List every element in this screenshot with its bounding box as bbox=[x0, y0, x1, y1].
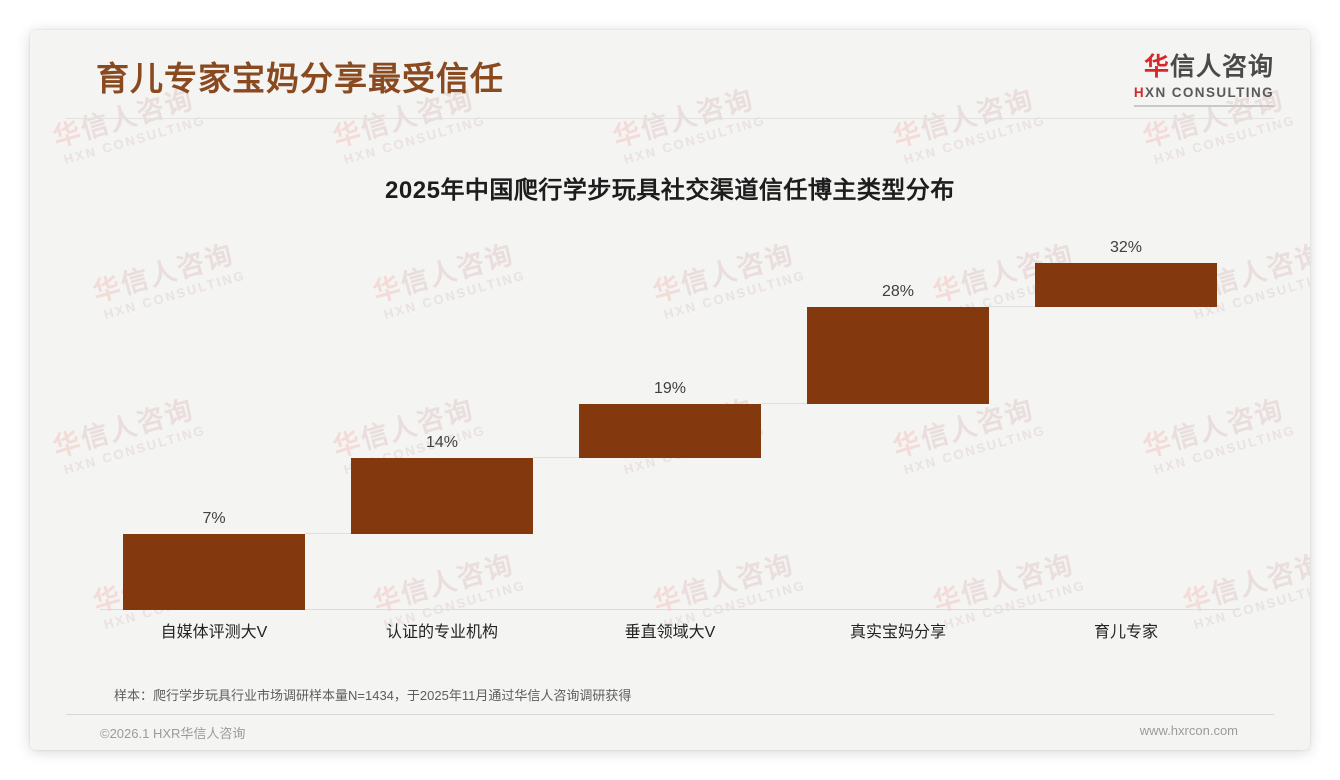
slide-header: 育儿专家宝妈分享最受信任 华信人咨询 HXN CONSULTING bbox=[30, 30, 1310, 120]
waterfall-chart-plot: 7% 14% 19% 28% 32% bbox=[100, 220, 1240, 610]
bar-value-label: 14% bbox=[425, 434, 459, 452]
bar-3[interactable] bbox=[578, 404, 762, 459]
x-axis-label-5: 育儿专家 bbox=[1093, 624, 1158, 641]
logo-chinese-rest: 信人咨询 bbox=[1169, 53, 1274, 81]
header-divider bbox=[66, 118, 1274, 119]
bar-1[interactable] bbox=[122, 534, 306, 610]
x-axis-label-2: 认证的专业机构 bbox=[385, 624, 498, 641]
logo-english-rest: XN CONSULTING bbox=[1145, 84, 1274, 100]
sample-footnote: 样本：爬行学步玩具行业市场调研样本量N=1434，于2025年11月通过华信人咨… bbox=[114, 688, 632, 703]
bar-value-label: 7% bbox=[202, 510, 226, 528]
logo-english-accent: H bbox=[1133, 84, 1146, 100]
chart-title: 2025年中国爬行学步玩具社交渠道信任博主类型分布 bbox=[385, 177, 955, 204]
logo-underline bbox=[1133, 104, 1274, 107]
logo-chinese-accent: 华 bbox=[1143, 53, 1170, 81]
bar-value-label: 19% bbox=[653, 380, 687, 398]
waterfall-connector bbox=[305, 533, 351, 535]
slide-footer: ©2026.1 HXR华信人咨询 www.hxrcon.com bbox=[30, 714, 1310, 750]
bar-value-label: 28% bbox=[881, 282, 915, 300]
footer-divider bbox=[66, 714, 1274, 715]
waterfall-connector bbox=[989, 305, 1035, 307]
footer-copyright: ©2026.1 HXR华信人咨询 bbox=[100, 726, 246, 741]
chart-area: 2025年中国爬行学步玩具社交渠道信任博主类型分布 7% 14% 19% 28% 32%… bbox=[30, 120, 1310, 680]
bar-slot: 19% bbox=[556, 220, 784, 610]
x-axis-labels: 自媒体评测大V 认证的专业机构 垂直领域大V 真实宝妈分享 育儿专家 bbox=[100, 618, 1240, 648]
waterfall-connector bbox=[533, 457, 579, 459]
brand-logo: 华信人咨询 HXN CONSULTING bbox=[1133, 53, 1274, 107]
chart-baseline-axis bbox=[100, 609, 1240, 610]
bar-slot: 14% bbox=[328, 220, 556, 610]
x-axis-label-1: 自媒体评测大V bbox=[160, 624, 268, 641]
bar-4[interactable] bbox=[806, 306, 990, 405]
bar-slot: 32% bbox=[1012, 220, 1240, 610]
waterfall-connector bbox=[761, 403, 807, 405]
x-axis-label-4: 真实宝妈分享 bbox=[849, 624, 946, 641]
logo-chinese: 华信人咨询 bbox=[1134, 53, 1274, 82]
x-axis-label-3: 垂直领域大V bbox=[624, 624, 716, 641]
bar-5[interactable] bbox=[1034, 263, 1218, 307]
bar-2[interactable] bbox=[350, 458, 534, 535]
bar-slot: 28% bbox=[784, 220, 1012, 610]
footer-website: www.hxrcon.com bbox=[1139, 723, 1238, 738]
logo-english: HXN CONSULTING bbox=[1134, 85, 1274, 100]
slide-card: 华信人咨询 HXN CONSULTING 华信人咨询 HXN CONSULTING 华信… bbox=[30, 30, 1310, 750]
bar-value-label: 32% bbox=[1109, 239, 1143, 257]
page-title: 育儿专家宝妈分享最受信任 bbox=[96, 60, 504, 97]
bar-slot: 7% bbox=[100, 220, 328, 610]
